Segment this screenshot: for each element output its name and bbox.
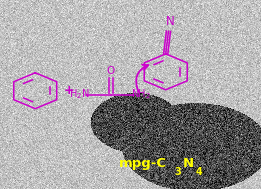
Text: N: N (183, 157, 194, 170)
Text: NH$_2$: NH$_2$ (131, 88, 151, 101)
Text: 3: 3 (175, 167, 182, 177)
Text: mpg-C: mpg-C (119, 157, 167, 170)
Text: N: N (165, 15, 174, 28)
Text: O: O (107, 66, 115, 76)
Text: +: + (64, 84, 74, 97)
Text: 4: 4 (196, 167, 203, 177)
Text: H$_2$N: H$_2$N (69, 88, 90, 101)
